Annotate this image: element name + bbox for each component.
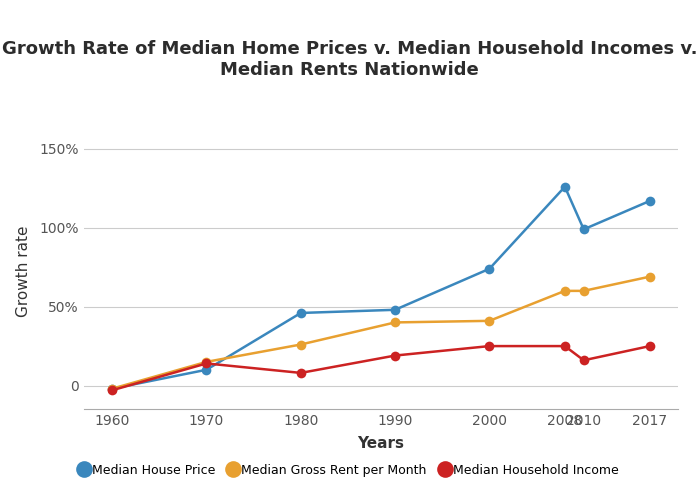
Y-axis label: Growth rate: Growth rate <box>16 225 31 317</box>
X-axis label: Years: Years <box>357 436 405 452</box>
Text: Growth Rate of Median Home Prices v. Median Household Incomes v.
Median Rents Na: Growth Rate of Median Home Prices v. Med… <box>2 40 697 78</box>
Legend: Median House Price, Median Gross Rent per Month, Median Household Income: Median House Price, Median Gross Rent pe… <box>75 459 624 482</box>
